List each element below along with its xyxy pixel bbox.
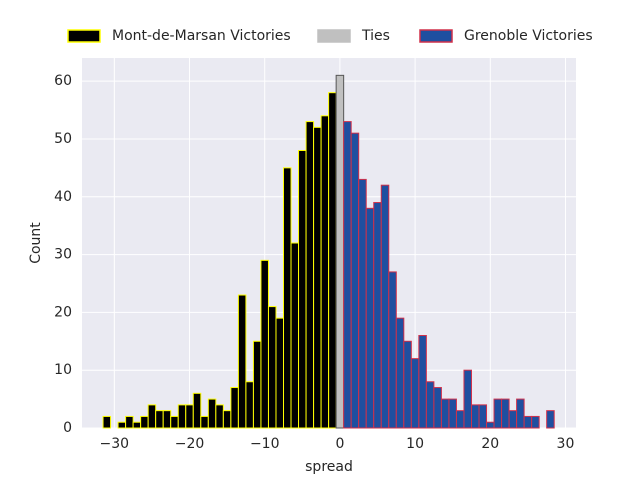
legend-label: Ties — [361, 28, 390, 44]
x-tick-label: −20 — [175, 436, 205, 452]
bar — [410, 358, 420, 429]
bar — [433, 387, 442, 429]
bar — [343, 121, 352, 429]
x-axis-label: spread — [305, 459, 353, 475]
bar — [425, 381, 435, 429]
legend-swatch — [419, 29, 453, 43]
bar — [177, 404, 187, 429]
bar — [267, 306, 277, 429]
bar — [373, 202, 382, 429]
bar — [252, 340, 262, 429]
bar — [102, 415, 112, 429]
bar — [162, 410, 172, 429]
y-tick-label: 60 — [54, 73, 72, 89]
bar — [237, 294, 247, 429]
bar — [283, 167, 292, 429]
y-tick-label: 0 — [63, 420, 72, 436]
bar — [320, 115, 330, 429]
legend-swatch — [317, 29, 351, 43]
bar — [388, 271, 397, 429]
bar — [508, 410, 518, 429]
bar — [501, 398, 510, 429]
bar — [155, 410, 164, 429]
bar — [403, 340, 412, 429]
bar — [245, 381, 254, 429]
x-tick-label: 30 — [557, 436, 575, 452]
bar — [140, 415, 149, 429]
bar — [132, 421, 142, 429]
bar — [463, 369, 472, 429]
bar — [290, 242, 300, 429]
bar — [350, 132, 360, 429]
bar — [200, 415, 209, 429]
x-tick-label: −10 — [250, 436, 280, 452]
bar — [215, 404, 224, 429]
bar — [546, 410, 555, 429]
bar — [275, 317, 285, 429]
bar — [125, 415, 134, 429]
x-tick-label: −30 — [100, 436, 130, 452]
bar — [207, 398, 217, 429]
legend-label: Mont-de-Marsan Victories — [112, 28, 291, 44]
bar — [380, 184, 390, 429]
bar — [493, 398, 503, 429]
y-tick-label: 10 — [54, 362, 72, 378]
y-tick-label: 40 — [54, 189, 72, 205]
bar — [365, 207, 375, 429]
bar — [455, 410, 465, 429]
legend-swatch — [67, 29, 101, 43]
y-axis-label: Count — [28, 222, 44, 264]
bar — [448, 398, 457, 429]
bar — [170, 415, 179, 429]
bar — [147, 404, 157, 429]
bar — [185, 404, 194, 429]
legend-label: Grenoble Victories — [464, 28, 593, 44]
bar — [440, 398, 450, 429]
bar — [531, 415, 540, 429]
y-tick-label: 20 — [54, 304, 72, 320]
bar — [298, 150, 307, 429]
bar — [222, 410, 232, 429]
bar — [486, 421, 495, 429]
bar — [230, 387, 239, 429]
bar — [418, 335, 427, 429]
bar — [516, 398, 525, 429]
bar — [470, 404, 480, 429]
bar — [192, 392, 202, 429]
bar — [328, 92, 337, 429]
bar — [523, 415, 533, 429]
bar — [358, 178, 367, 429]
bar — [305, 121, 315, 429]
x-tick-label: 20 — [481, 436, 499, 452]
y-tick-label: 50 — [54, 131, 72, 147]
bar — [395, 317, 405, 429]
bar — [335, 74, 345, 429]
bar — [117, 421, 127, 429]
bar — [260, 259, 269, 429]
bar — [313, 126, 322, 429]
bar — [478, 404, 488, 429]
y-tick-label: 30 — [54, 247, 72, 263]
x-tick-label: 0 — [335, 436, 344, 452]
x-tick-label: 10 — [406, 436, 424, 452]
